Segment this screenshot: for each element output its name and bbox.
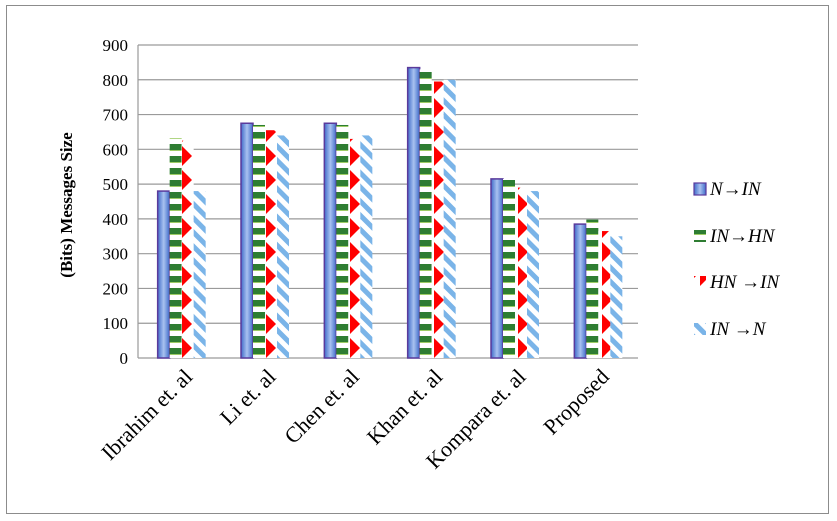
- y-tick-label: 500: [103, 175, 129, 194]
- y-tick-label: 200: [103, 279, 129, 298]
- legend-swatch: [693, 182, 707, 196]
- bar-4-1: [503, 178, 515, 358]
- legend-label: IN→HN: [709, 226, 776, 247]
- legend: N→IN IN→HN HN →IN IN →N: [693, 179, 780, 340]
- category-label: Ibrahim et. al: [96, 364, 197, 465]
- bar-4-2: [515, 187, 527, 358]
- y-tick-label: 300: [103, 245, 129, 264]
- y-axis-label: (Bits) Messages Size: [57, 132, 76, 278]
- y-tick-label: 900: [103, 36, 129, 55]
- bar-5-3: [610, 236, 623, 358]
- bar-3-3: [443, 79, 456, 359]
- y-tick-label: 600: [103, 140, 129, 159]
- bar-3-0: [406, 66, 421, 359]
- bar-0-0: [156, 190, 171, 359]
- legend-label: N→IN: [709, 179, 762, 200]
- bar-2-0: [323, 122, 338, 359]
- gridlines: [137, 44, 638, 359]
- category-label: Khan et. al: [362, 364, 447, 449]
- bar-5-0: [573, 223, 588, 359]
- bar-4-3: [527, 191, 539, 358]
- legend-swatch: [694, 276, 706, 288]
- bar-0-1: [169, 138, 182, 358]
- bar-3-1: [419, 69, 432, 358]
- bar-0-2: [181, 140, 194, 358]
- bar-3-2: [431, 81, 444, 359]
- bar-2-1: [336, 124, 349, 358]
- legend-label: HN →IN: [709, 272, 780, 293]
- bars: [156, 66, 623, 359]
- bar-5-1: [586, 219, 599, 358]
- legend-label: IN →N: [709, 319, 767, 340]
- bar-1-0: [240, 122, 254, 359]
- y-tick-label: 400: [103, 210, 129, 229]
- bar-1-1: [253, 124, 265, 358]
- y-tick-label: 700: [103, 106, 129, 125]
- bar-2-2: [348, 138, 361, 358]
- bar-5-2: [598, 231, 611, 358]
- y-tick-label: 800: [103, 71, 129, 90]
- y-tick-labels: 0 100 200 300 400 500 600 700 800 900: [103, 36, 129, 368]
- category-label: Chen et. al: [279, 364, 364, 449]
- bar-2-3: [360, 135, 373, 358]
- category-label: Li et. al: [215, 364, 281, 430]
- legend-swatch: [694, 230, 706, 242]
- bar-0-3: [193, 191, 206, 358]
- category-label: Proposed: [538, 364, 614, 440]
- y-tick-label: 0: [120, 349, 129, 368]
- bar-1-3: [277, 135, 289, 358]
- legend-swatch: [694, 323, 706, 335]
- y-tick-label: 100: [103, 314, 129, 333]
- bar-1-2: [265, 130, 277, 358]
- bar-4-0: [490, 178, 504, 359]
